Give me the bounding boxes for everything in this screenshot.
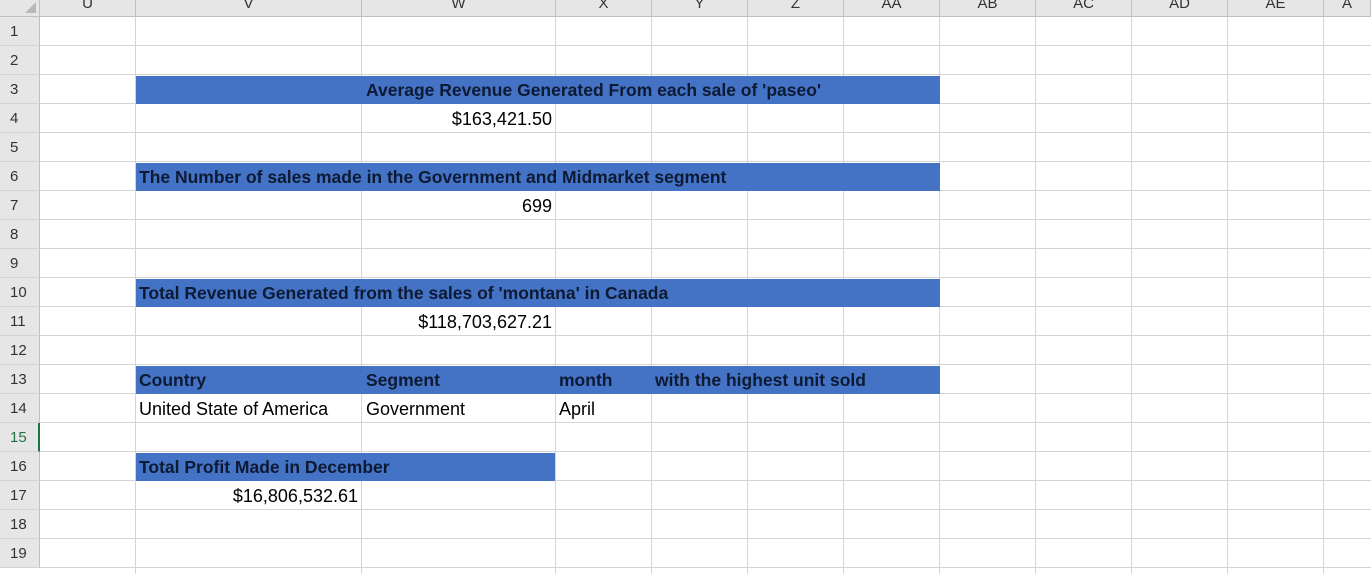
row-gridline	[40, 277, 1371, 278]
row-gridline	[40, 335, 1371, 336]
total-profit-header-band	[136, 453, 555, 481]
row-gridline	[40, 567, 1371, 568]
column-gridline	[135, 17, 136, 574]
row-gridline	[40, 219, 1371, 220]
column-header-x[interactable]: X	[556, 0, 652, 17]
total-profit-value[interactable]: $16,806,532.61	[232, 486, 358, 506]
row-gridline	[40, 422, 1371, 423]
column-header-ad[interactable]: AD	[1132, 0, 1228, 17]
row-gridline	[40, 364, 1371, 365]
row-header-2[interactable]: 2	[0, 46, 40, 75]
row-gridline	[40, 132, 1371, 133]
row-gridline	[40, 161, 1371, 162]
month-value[interactable]: April	[559, 399, 596, 419]
total-profit-title[interactable]: Total Profit Made in December	[139, 457, 390, 477]
num-sales-header-band	[136, 163, 940, 191]
total-revenue-title[interactable]: Total Revenue Generated from the sales o…	[139, 283, 669, 303]
month-header[interactable]: month	[559, 370, 613, 390]
column-header-y[interactable]: Y	[652, 0, 748, 17]
select-all-corner[interactable]	[0, 0, 40, 17]
column-header-u[interactable]: U	[40, 0, 136, 17]
column-header-aa[interactable]: AA	[844, 0, 940, 17]
row-gridline	[40, 248, 1371, 249]
country-value[interactable]: United State of America	[139, 399, 329, 419]
row-header-8[interactable]: 8	[0, 220, 40, 249]
row-gridline	[40, 451, 1371, 452]
row-header-16[interactable]: 16	[0, 452, 40, 481]
row-header-17[interactable]: 17	[0, 481, 40, 510]
row-header-18[interactable]: 18	[0, 510, 40, 539]
country-header[interactable]: Country	[139, 370, 207, 390]
row-header-6[interactable]: 6	[0, 162, 40, 191]
row-header-13[interactable]: 13	[0, 365, 40, 394]
row-header-3[interactable]: 3	[0, 75, 40, 104]
column-gridline	[1035, 17, 1036, 574]
segment-value[interactable]: Government	[366, 399, 466, 419]
row-gridline	[40, 45, 1371, 46]
row-header-11[interactable]: 11	[0, 307, 40, 336]
column-header-z[interactable]: Z	[748, 0, 844, 17]
row-header-14[interactable]: 14	[0, 394, 40, 423]
row-header-4[interactable]: 4	[0, 104, 40, 133]
column-gridline	[1131, 17, 1132, 574]
column-header-ab[interactable]: AB	[940, 0, 1036, 17]
details-header-band	[136, 366, 940, 394]
total-revenue-header-band	[136, 279, 940, 307]
column-gridline	[1227, 17, 1228, 574]
row-gridline	[40, 480, 1371, 481]
row-header-10[interactable]: 10	[0, 278, 40, 307]
avg-revenue-value[interactable]: $163,421.50	[451, 109, 552, 129]
num-sales-title[interactable]: The Number of sales made in the Governme…	[139, 167, 727, 187]
row-header-19[interactable]: 19	[0, 539, 40, 568]
row-gridline	[40, 74, 1371, 75]
total-revenue-value[interactable]: $118,703,627.21	[418, 312, 552, 332]
column-gridline	[1323, 17, 1324, 574]
row-header-7[interactable]: 7	[0, 191, 40, 220]
column-header-w[interactable]: W	[362, 0, 556, 17]
row-gridline	[40, 509, 1371, 510]
column-header-ae[interactable]: AE	[1228, 0, 1324, 17]
column-header-v[interactable]: V	[136, 0, 362, 17]
row-header-5[interactable]: 5	[0, 133, 40, 162]
avg-revenue-title[interactable]: Average Revenue Generated From each sale…	[366, 80, 822, 100]
num-sales-value[interactable]: 699	[521, 196, 552, 216]
highest-units-header[interactable]: with the highest unit sold	[655, 370, 866, 390]
column-header-a[interactable]: A	[1324, 0, 1371, 17]
avg-revenue-header-band	[136, 76, 940, 104]
column-header-ac[interactable]: AC	[1036, 0, 1132, 17]
segment-header[interactable]: Segment	[366, 370, 440, 390]
row-header-1[interactable]: 1	[0, 17, 40, 46]
row-header-15[interactable]: 15	[0, 423, 40, 452]
row-header-9[interactable]: 9	[0, 249, 40, 278]
row-header-12[interactable]: 12	[0, 336, 40, 365]
row-gridline	[40, 538, 1371, 539]
select-all-triangle-icon	[25, 2, 36, 13]
